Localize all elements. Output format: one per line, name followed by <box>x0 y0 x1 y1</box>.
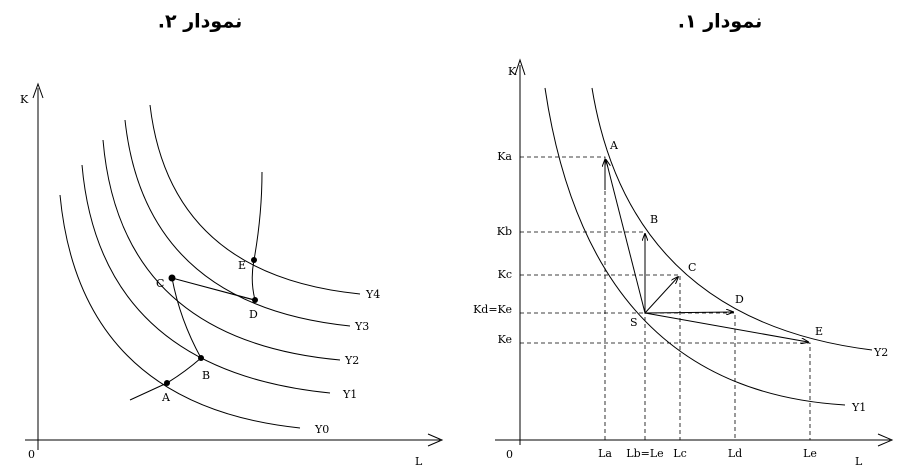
curve-label: Y1 <box>342 388 357 401</box>
tick-label: Lc <box>673 447 686 460</box>
point-label: B <box>202 369 210 382</box>
axis-label: L <box>855 455 863 468</box>
curve-label: Y0 <box>314 423 329 436</box>
diagram-2: نمودار ۲. K L 0 Y0 Y1 Y2 Y3 Y4 A B C D E <box>20 11 444 468</box>
curve <box>544 87 846 406</box>
arrows <box>605 160 808 342</box>
curve <box>102 139 341 361</box>
curve <box>124 119 351 327</box>
point-label: A <box>161 391 171 404</box>
tick-label: Lb=Le <box>626 447 663 460</box>
axis-label: K <box>508 65 517 78</box>
tick-label: Le <box>803 447 817 460</box>
point-label: C <box>688 261 696 274</box>
curve <box>149 104 361 295</box>
x-axis <box>495 433 894 447</box>
curve <box>591 87 873 351</box>
point-label: E <box>815 325 823 338</box>
diagram-1: نمودار ۱. K L 0 Y1 Y2 Ka Kb Kc Kd=Ke Ke … <box>473 11 894 468</box>
tick-label: Ld <box>728 447 742 460</box>
tick-label: Kd=Ke <box>473 303 512 316</box>
curve-label: Y1 <box>851 401 866 414</box>
tick-label: Ka <box>497 150 512 163</box>
axis-label: K <box>20 93 29 106</box>
title: نمودار ۱. <box>678 11 762 33</box>
curve <box>81 164 331 394</box>
curve-label: Y4 <box>365 288 380 301</box>
point-label: E <box>238 259 246 272</box>
tick-label: Ke <box>498 333 512 346</box>
y-axis <box>514 58 526 445</box>
tick-label: Kb <box>497 225 512 238</box>
curve-label: Y2 <box>344 354 359 367</box>
point-label: D <box>249 308 258 321</box>
x-axis <box>25 433 444 447</box>
point-label: B <box>650 213 658 226</box>
path <box>129 171 263 401</box>
curve-label: Y3 <box>354 320 369 333</box>
points <box>164 257 258 386</box>
tick-label: La <box>598 447 612 460</box>
point-label: S <box>630 316 638 329</box>
point-label: C <box>156 277 164 290</box>
point-label: D <box>735 293 744 306</box>
axis-label: 0 <box>28 448 35 461</box>
title: نمودار ۲. <box>158 11 242 33</box>
curve-label: Y2 <box>873 346 888 359</box>
tick-label: Kc <box>498 268 512 281</box>
curve <box>59 194 301 429</box>
y-axis <box>32 82 44 450</box>
guide-lines <box>520 156 811 440</box>
point-label: A <box>609 139 619 152</box>
axis-label: 0 <box>506 448 513 461</box>
axis-label: L <box>415 455 423 468</box>
